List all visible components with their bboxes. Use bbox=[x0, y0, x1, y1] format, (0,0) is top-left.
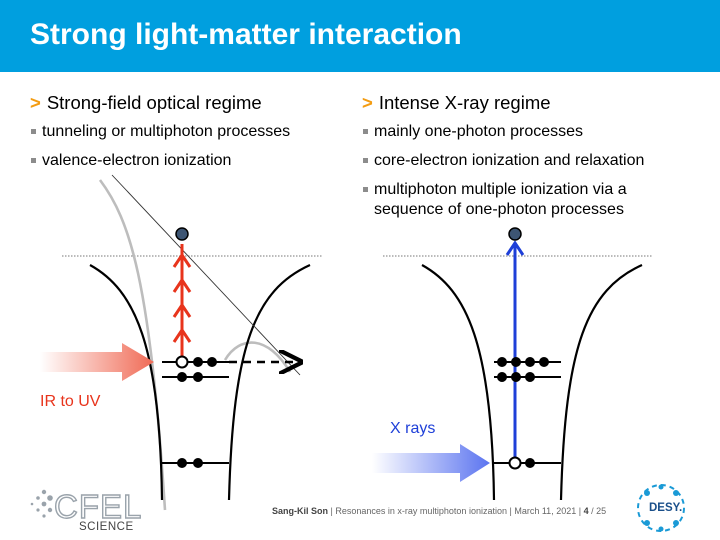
ir-beam-arrow bbox=[40, 343, 154, 381]
electron-ejected bbox=[175, 227, 189, 241]
xray-beam-label: X rays bbox=[390, 420, 436, 437]
electron-hole bbox=[175, 355, 189, 369]
desy-logo bbox=[637, 484, 685, 532]
left-heading-text: Strong-field optical regime bbox=[46, 92, 262, 113]
left-column: > Strong-field optical regime tunneling o… bbox=[30, 92, 360, 180]
electron bbox=[177, 458, 187, 468]
electron bbox=[193, 458, 203, 468]
tunnel-potential-curve bbox=[223, 341, 292, 373]
electron bbox=[207, 357, 217, 367]
electron-hole bbox=[508, 456, 522, 470]
right-heading-text: Intense X-ray regime bbox=[378, 92, 551, 113]
potential-well-left bbox=[89, 264, 164, 501]
footer-separator: | bbox=[578, 506, 582, 516]
electron bbox=[177, 372, 187, 382]
electron bbox=[511, 357, 521, 367]
chevron-right-icon: > bbox=[362, 92, 373, 113]
electron bbox=[525, 372, 535, 382]
cfel-logo-subtitle: SCIENCE bbox=[79, 521, 134, 533]
right-bullet-3: multiphoton multiple ionization via a se… bbox=[362, 180, 674, 220]
left-bullet-1: tunneling or multiphoton processes bbox=[30, 122, 360, 142]
potential-well-left bbox=[227, 263, 311, 501]
cfel-logo-dots bbox=[30, 489, 53, 518]
electron bbox=[539, 357, 549, 367]
electron bbox=[193, 357, 203, 367]
electron bbox=[511, 372, 521, 382]
potential-well-right bbox=[421, 264, 496, 501]
dressed-potential-curve bbox=[98, 179, 167, 511]
left-bullet-2: valence-electron ionization bbox=[30, 151, 360, 171]
footer-total: / 25 bbox=[591, 506, 607, 516]
footer-talk: Resonances in x-ray multiphoton ionizati… bbox=[335, 506, 507, 516]
title-bar: Strong light-matter interaction bbox=[0, 0, 720, 72]
multiphoton-arrows bbox=[172, 244, 192, 356]
electron bbox=[525, 458, 535, 468]
electron bbox=[497, 357, 507, 367]
field-line bbox=[111, 174, 301, 376]
xray-photon-arrow bbox=[505, 240, 525, 457]
electron bbox=[497, 372, 507, 382]
electron bbox=[193, 372, 203, 382]
footer-page: 4 bbox=[583, 506, 589, 516]
electron bbox=[525, 357, 535, 367]
footer: Sang-Kil Son | Resonances in x-ray multi… bbox=[272, 506, 606, 516]
footer-author: Sang-Kil Son bbox=[272, 506, 328, 516]
right-bullet-2: core-electron ionization and relaxation bbox=[362, 151, 712, 171]
electron-ejected bbox=[508, 227, 522, 241]
potential-well-right bbox=[559, 263, 643, 501]
footer-date: March 11, 2021 bbox=[514, 506, 577, 516]
right-heading: > Intense X-ray regime bbox=[362, 92, 712, 114]
cfel-logo-text: CFEL bbox=[53, 487, 143, 525]
footer-separator: | bbox=[330, 506, 333, 516]
ir-beam-label: IR to UV bbox=[40, 393, 101, 410]
desy-logo-text: DESY. bbox=[649, 502, 683, 514]
right-column: > Intense X-ray regime mainly one-photon … bbox=[362, 92, 712, 229]
page-title: Strong light-matter interaction bbox=[30, 18, 462, 51]
right-bullet-1: mainly one-photon processes bbox=[362, 122, 712, 142]
chevron-right-icon: > bbox=[30, 92, 41, 113]
xray-beam-arrow bbox=[372, 444, 490, 482]
left-heading: > Strong-field optical regime bbox=[30, 92, 360, 114]
footer-separator: | bbox=[509, 506, 512, 516]
